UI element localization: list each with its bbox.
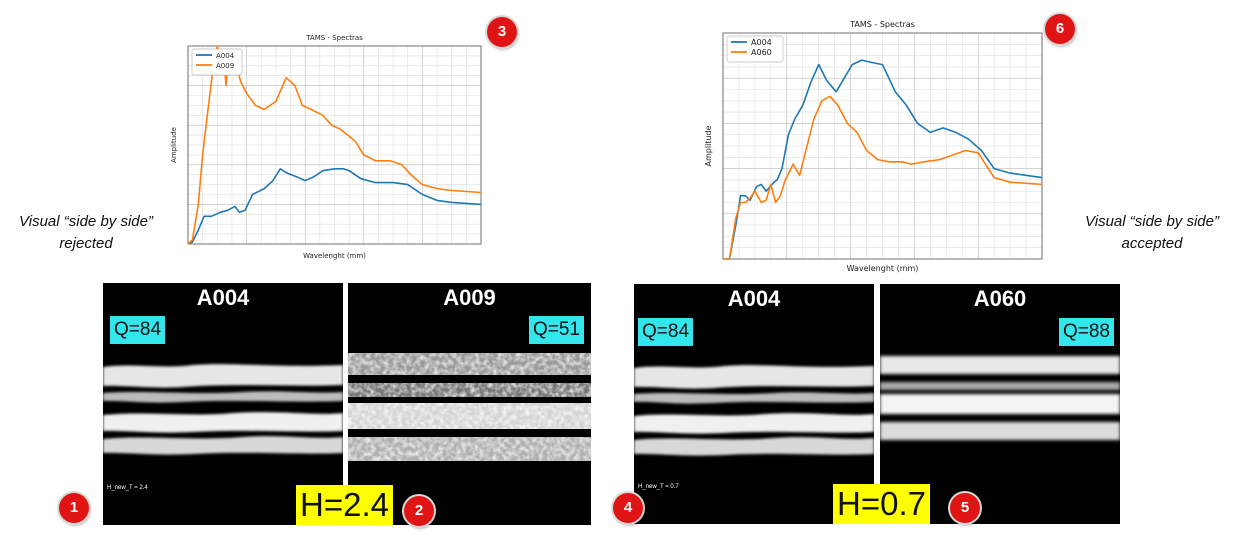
- plot-frame: [722, 32, 1043, 260]
- photo-a004-left: A004 Q=84 H_new_T = 2.4: [103, 283, 343, 525]
- chart-grid: [187, 45, 482, 245]
- chart-left: TAMS - Spectras Wavelenght (mm) Amplitude A…: [148, 30, 493, 268]
- x-axis-label: Wavelenght (mm): [847, 264, 919, 273]
- fiber-stripes: [634, 365, 874, 456]
- marker-6: 6: [1045, 14, 1075, 44]
- chart-grid: [722, 32, 1043, 260]
- q-badge: Q=51: [528, 316, 584, 344]
- h-new-readout: H_new_T = 0.7: [638, 484, 679, 490]
- side-label-rejected: Visual “side by side” rejected: [19, 213, 153, 252]
- h-new-readout: H_new_T = 2.4: [107, 485, 148, 491]
- x-axis-label: Wavelenght (mm): [303, 252, 366, 260]
- marker-4: 4: [613, 493, 643, 523]
- series-line-a060: [723, 95, 1043, 260]
- series-line-a004: [187, 168, 482, 245]
- chart-right-svg: TAMS - Spectras Wavelenght (mm) Amplitude A…: [704, 20, 1043, 273]
- marker-1: 1: [59, 493, 89, 523]
- side-label-accepted: Visual “side by side” accepted: [1085, 213, 1219, 252]
- plot-frame: [187, 45, 482, 245]
- photo-a060: A060 Q=88: [880, 284, 1120, 524]
- legend-label: A004: [216, 52, 235, 60]
- legend-label: A004: [751, 38, 772, 47]
- chart-title: TAMS - Spectras: [305, 34, 363, 42]
- q-badge: Q=84: [638, 318, 694, 346]
- photo-title: A004: [727, 286, 781, 311]
- fiber-stripes: [103, 364, 343, 455]
- marker-2: 2: [404, 496, 434, 526]
- y-axis-label: Amplitude: [704, 125, 713, 166]
- photo-title: A009: [443, 285, 496, 310]
- photo-title: A004: [196, 285, 250, 310]
- photo-a009: A009 Q=51: [348, 283, 591, 525]
- marker-3: 3: [487, 17, 517, 47]
- fiber-stripes-noisy: [348, 353, 591, 461]
- h-score-badge: H=2.4: [296, 485, 393, 525]
- photo-title: A060: [973, 286, 1027, 311]
- legend-label: A060: [751, 48, 772, 57]
- q-badge: Q=88: [1058, 318, 1114, 346]
- q-badge: Q=84: [110, 316, 166, 344]
- h-score-badge: H=0.7: [833, 484, 930, 524]
- chart-left-svg: TAMS - Spectras Wavelenght (mm) Amplitude A…: [170, 34, 482, 260]
- chart-right: TAMS - Spectras Wavelenght (mm) Amplitude A…: [681, 15, 1060, 277]
- y-axis-label: Amplitude: [170, 127, 178, 163]
- legend-label: A009: [216, 62, 234, 70]
- marker-5: 5: [950, 493, 980, 523]
- fiber-stripes: [880, 356, 1120, 440]
- chart-title: TAMS - Spectras: [849, 20, 915, 29]
- chart-legend: A004 A009: [191, 48, 243, 76]
